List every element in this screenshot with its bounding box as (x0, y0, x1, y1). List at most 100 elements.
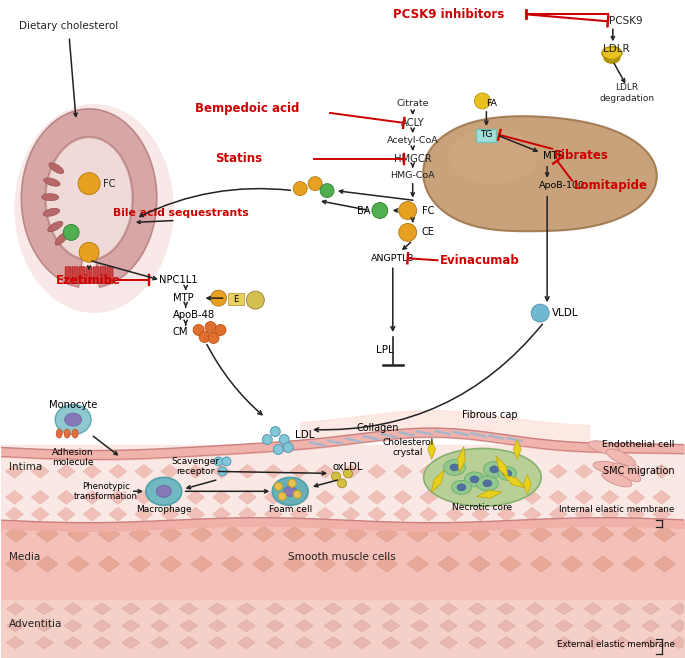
Text: Evinacumab: Evinacumab (440, 254, 519, 266)
Polygon shape (64, 603, 82, 615)
Ellipse shape (477, 476, 499, 491)
Polygon shape (179, 603, 197, 615)
Polygon shape (561, 526, 583, 542)
Polygon shape (264, 490, 282, 504)
Circle shape (214, 457, 223, 466)
Polygon shape (290, 507, 308, 521)
Text: Fibrates: Fibrates (554, 149, 609, 163)
Polygon shape (555, 637, 573, 649)
Polygon shape (36, 603, 53, 615)
Polygon shape (592, 526, 614, 542)
Polygon shape (83, 490, 101, 504)
Polygon shape (671, 603, 685, 615)
Circle shape (222, 457, 231, 466)
Polygon shape (58, 507, 75, 521)
Polygon shape (469, 556, 490, 572)
Polygon shape (469, 637, 486, 649)
Text: ApoB-48: ApoB-48 (173, 310, 215, 320)
Polygon shape (575, 490, 593, 504)
Ellipse shape (44, 178, 60, 186)
Polygon shape (324, 637, 342, 649)
FancyBboxPatch shape (93, 266, 99, 284)
Polygon shape (523, 507, 541, 521)
Polygon shape (411, 603, 429, 615)
Text: Statins: Statins (216, 152, 262, 165)
Text: ACLY: ACLY (401, 118, 425, 128)
Text: Necrotic core: Necrotic core (452, 503, 512, 512)
Text: Internal elastic membrane: Internal elastic membrane (560, 505, 675, 514)
Polygon shape (5, 507, 23, 521)
Circle shape (63, 224, 79, 240)
Polygon shape (623, 556, 645, 572)
Polygon shape (238, 620, 256, 632)
Ellipse shape (484, 461, 506, 477)
Polygon shape (438, 526, 460, 542)
FancyBboxPatch shape (79, 266, 85, 284)
Polygon shape (36, 620, 53, 632)
Polygon shape (497, 603, 515, 615)
Ellipse shape (14, 104, 174, 313)
Circle shape (372, 203, 388, 218)
Text: ANGPTL3: ANGPTL3 (371, 254, 414, 263)
Polygon shape (420, 507, 438, 521)
Ellipse shape (284, 486, 297, 496)
Polygon shape (186, 490, 205, 504)
Polygon shape (523, 474, 531, 494)
Polygon shape (627, 490, 645, 504)
Text: Fibrous cap: Fibrous cap (462, 410, 517, 420)
Text: VLDL: VLDL (552, 308, 579, 318)
FancyBboxPatch shape (86, 266, 92, 284)
Polygon shape (627, 507, 645, 521)
Polygon shape (471, 465, 489, 478)
Polygon shape (394, 490, 412, 504)
Text: HMG-CoA: HMG-CoA (390, 171, 435, 180)
Polygon shape (613, 603, 631, 615)
Text: FA: FA (486, 99, 497, 109)
Polygon shape (284, 526, 305, 542)
Polygon shape (575, 507, 593, 521)
Text: PCSK9 inhibitors: PCSK9 inhibitors (393, 8, 504, 21)
Polygon shape (160, 526, 182, 542)
Polygon shape (5, 465, 23, 478)
Polygon shape (122, 603, 140, 615)
Ellipse shape (43, 209, 60, 216)
Circle shape (332, 472, 340, 481)
Circle shape (278, 492, 286, 500)
Polygon shape (382, 603, 400, 615)
Polygon shape (5, 526, 27, 542)
Polygon shape (526, 620, 544, 632)
Ellipse shape (503, 470, 512, 477)
Polygon shape (93, 603, 111, 615)
Polygon shape (252, 526, 274, 542)
Polygon shape (129, 556, 151, 572)
Polygon shape (561, 556, 583, 572)
Polygon shape (58, 465, 75, 478)
Polygon shape (345, 556, 367, 572)
Polygon shape (290, 490, 308, 504)
Ellipse shape (490, 466, 499, 473)
Text: BA: BA (356, 205, 370, 216)
Polygon shape (549, 490, 567, 504)
Polygon shape (653, 556, 675, 572)
Polygon shape (151, 637, 169, 649)
Polygon shape (221, 556, 243, 572)
Polygon shape (36, 526, 58, 542)
Text: oxLDL: oxLDL (333, 463, 363, 472)
Circle shape (274, 482, 282, 490)
Text: Smooth muscle cells: Smooth muscle cells (288, 552, 396, 562)
Polygon shape (353, 603, 371, 615)
Polygon shape (469, 620, 486, 632)
Ellipse shape (49, 163, 64, 174)
Polygon shape (368, 507, 386, 521)
Polygon shape (627, 465, 645, 478)
Polygon shape (458, 447, 465, 472)
Circle shape (293, 490, 301, 498)
Ellipse shape (450, 464, 459, 471)
Polygon shape (496, 456, 509, 478)
Ellipse shape (423, 449, 541, 506)
Polygon shape (238, 465, 256, 478)
Circle shape (338, 479, 347, 488)
Ellipse shape (451, 480, 471, 494)
Polygon shape (431, 470, 444, 493)
Polygon shape (83, 465, 101, 478)
